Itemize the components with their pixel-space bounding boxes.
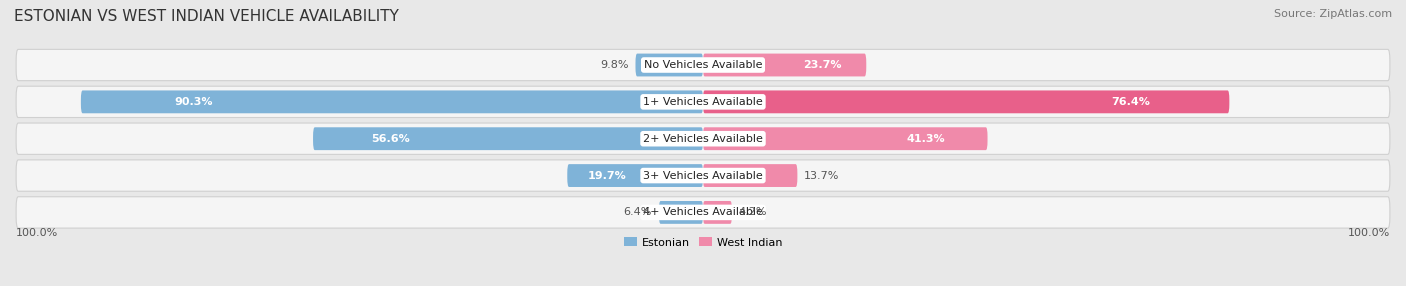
Legend: Estonian, West Indian: Estonian, West Indian [620,233,786,252]
Text: 90.3%: 90.3% [174,97,212,107]
FancyBboxPatch shape [15,123,1391,154]
FancyBboxPatch shape [15,160,1391,191]
FancyBboxPatch shape [703,201,733,224]
FancyBboxPatch shape [15,49,1391,81]
Text: 2+ Vehicles Available: 2+ Vehicles Available [643,134,763,144]
FancyBboxPatch shape [314,127,703,150]
Text: Source: ZipAtlas.com: Source: ZipAtlas.com [1274,9,1392,19]
Text: 3+ Vehicles Available: 3+ Vehicles Available [643,170,763,180]
Text: 76.4%: 76.4% [1112,97,1150,107]
Text: 13.7%: 13.7% [804,170,839,180]
Text: 4.2%: 4.2% [738,207,768,217]
FancyBboxPatch shape [703,90,1229,113]
Text: 100.0%: 100.0% [15,228,59,238]
Text: 41.3%: 41.3% [907,134,945,144]
FancyBboxPatch shape [82,90,703,113]
FancyBboxPatch shape [15,86,1391,118]
FancyBboxPatch shape [636,53,703,76]
FancyBboxPatch shape [15,197,1391,228]
Text: 23.7%: 23.7% [803,60,842,70]
FancyBboxPatch shape [703,127,987,150]
FancyBboxPatch shape [659,201,703,224]
FancyBboxPatch shape [703,53,866,76]
Text: 9.8%: 9.8% [600,60,628,70]
FancyBboxPatch shape [567,164,703,187]
Text: 100.0%: 100.0% [1347,228,1391,238]
Text: ESTONIAN VS WEST INDIAN VEHICLE AVAILABILITY: ESTONIAN VS WEST INDIAN VEHICLE AVAILABI… [14,9,399,23]
Text: 6.4%: 6.4% [624,207,652,217]
FancyBboxPatch shape [703,164,797,187]
Text: 4+ Vehicles Available: 4+ Vehicles Available [643,207,763,217]
Text: 1+ Vehicles Available: 1+ Vehicles Available [643,97,763,107]
Text: 56.6%: 56.6% [371,134,411,144]
Text: 19.7%: 19.7% [588,170,627,180]
Text: No Vehicles Available: No Vehicles Available [644,60,762,70]
